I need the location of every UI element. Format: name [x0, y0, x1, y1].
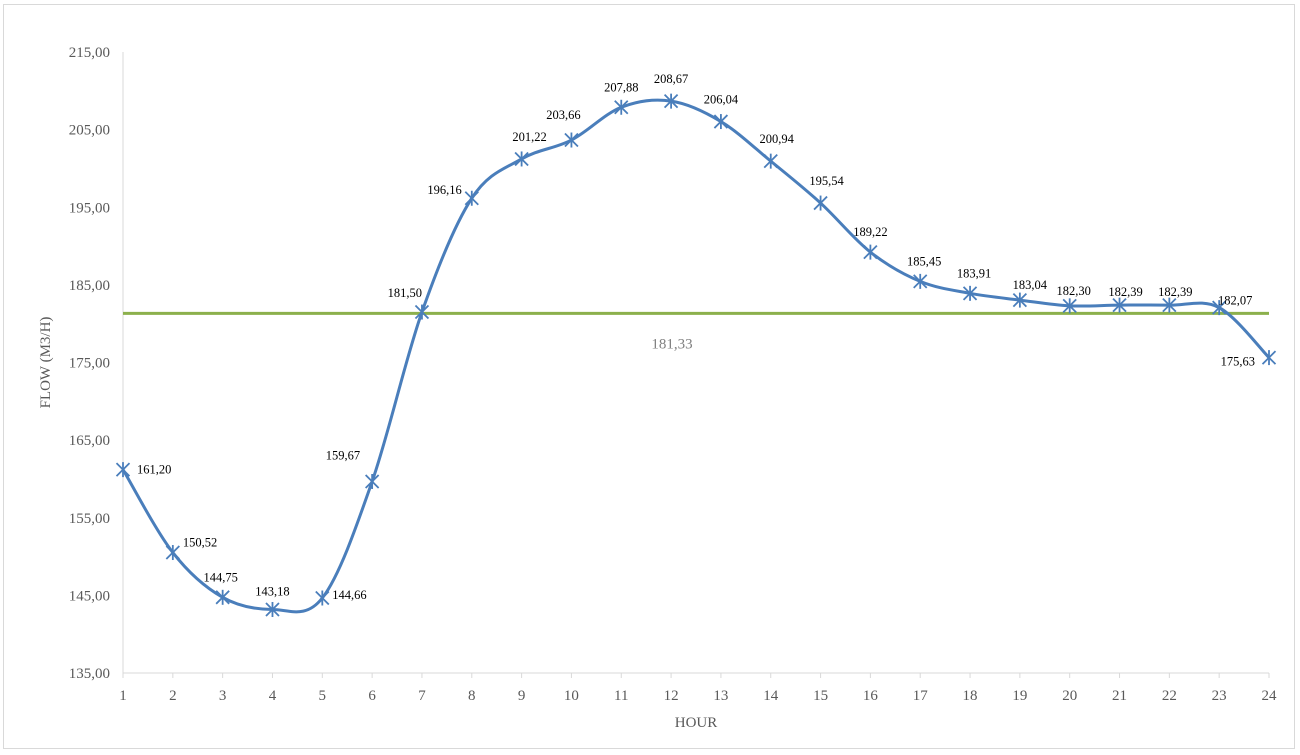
- x-tick-label: 21: [1112, 688, 1127, 704]
- data-point-marker: [364, 473, 380, 489]
- y-tick-label: 185,00: [69, 278, 110, 294]
- data-label: 183,91: [957, 266, 991, 280]
- data-label: 159,67: [326, 448, 360, 462]
- data-point-marker: [863, 244, 878, 260]
- data-point-marker: [464, 190, 479, 206]
- data-label: 201,22: [512, 130, 546, 144]
- y-axis-title: FLOW (M3/H): [38, 317, 54, 409]
- x-tick-label: 18: [963, 688, 978, 704]
- data-label: 183,04: [1013, 278, 1048, 292]
- data-label: 200,94: [760, 132, 795, 146]
- x-tick-label: 10: [564, 688, 579, 704]
- data-label: 195,54: [809, 174, 844, 188]
- data-label: 203,66: [546, 108, 580, 122]
- x-tick-label: 1: [119, 688, 127, 704]
- y-tick-label: 215,00: [69, 45, 110, 61]
- data-label: 182,39: [1158, 285, 1192, 299]
- data-point-marker: [763, 153, 778, 169]
- data-point-marker: [1261, 350, 1277, 366]
- data-point-marker: [514, 151, 529, 167]
- data-label: 144,66: [332, 588, 366, 602]
- data-point-marker: [713, 114, 729, 130]
- data-point-marker: [1062, 298, 1077, 314]
- data-label: 189,22: [853, 225, 887, 239]
- x-tick-label: 2: [169, 688, 177, 704]
- data-point-marker: [813, 195, 828, 211]
- x-tick-label: 8: [468, 688, 476, 704]
- data-label: 196,16: [427, 183, 461, 197]
- data-label: 143,18: [255, 585, 289, 599]
- x-tick-label: 5: [319, 688, 327, 704]
- data-label: 161,20: [137, 463, 171, 477]
- x-axis-title: HOUR: [675, 715, 718, 731]
- x-tick-label: 20: [1062, 688, 1077, 704]
- data-point-marker: [414, 304, 430, 320]
- x-tick-label: 11: [614, 688, 628, 704]
- x-tick-label: 23: [1212, 688, 1227, 704]
- data-label: 185,45: [907, 254, 941, 268]
- data-point-marker: [962, 285, 978, 301]
- data-label: 181,50: [388, 286, 422, 300]
- x-tick-label: 3: [219, 688, 227, 704]
- x-tick-label: 19: [1012, 688, 1027, 704]
- data-point-marker: [663, 93, 679, 109]
- x-tick-label: 16: [863, 688, 879, 704]
- average-reference-label: 181,33: [651, 336, 692, 352]
- data-label: 208,67: [654, 72, 688, 86]
- flow-series-line: [121, 98, 1271, 614]
- x-tick-label: 12: [664, 688, 679, 704]
- data-point-marker: [1162, 297, 1177, 313]
- x-tick-label: 17: [913, 688, 929, 704]
- data-point-marker: [913, 273, 928, 289]
- data-label: 207,88: [604, 80, 638, 94]
- data-label: 182,39: [1108, 285, 1142, 299]
- x-tick-label: 13: [713, 688, 728, 704]
- data-label: 182,30: [1057, 284, 1091, 298]
- data-point-marker: [1212, 300, 1227, 316]
- y-tick-label: 195,00: [69, 200, 110, 216]
- data-point-marker: [165, 545, 180, 561]
- data-point-marker: [614, 99, 629, 115]
- y-tick-label: 155,00: [69, 511, 110, 527]
- data-label: 182,07: [1218, 294, 1252, 308]
- data-point-marker: [115, 462, 131, 478]
- x-tick-label: 7: [418, 688, 426, 704]
- y-tick-label: 205,00: [69, 123, 110, 139]
- y-tick-label: 135,00: [69, 666, 110, 682]
- x-tick-label: 24: [1262, 688, 1278, 704]
- y-tick-label: 165,00: [69, 433, 110, 449]
- y-tick-label: 145,00: [69, 588, 110, 604]
- x-tick-label: 6: [368, 688, 376, 704]
- data-label: 150,52: [183, 536, 217, 550]
- data-point-marker: [215, 589, 230, 605]
- x-tick-label: 22: [1162, 688, 1177, 704]
- x-tick-label: 4: [269, 688, 277, 704]
- data-point-marker: [265, 602, 280, 618]
- data-point-marker: [1112, 297, 1127, 313]
- data-point-marker: [1012, 292, 1028, 308]
- y-tick-label: 175,00: [69, 356, 110, 372]
- data-label: 206,04: [704, 93, 739, 107]
- data-point-marker: [564, 132, 579, 148]
- chart-frame: [3, 4, 1295, 749]
- data-label: 144,75: [203, 570, 237, 584]
- x-tick-label: 9: [518, 688, 526, 704]
- data-label: 175,63: [1221, 355, 1255, 369]
- x-tick-label: 14: [763, 688, 779, 704]
- data-point-marker: [315, 590, 330, 606]
- x-tick-label: 15: [813, 688, 828, 704]
